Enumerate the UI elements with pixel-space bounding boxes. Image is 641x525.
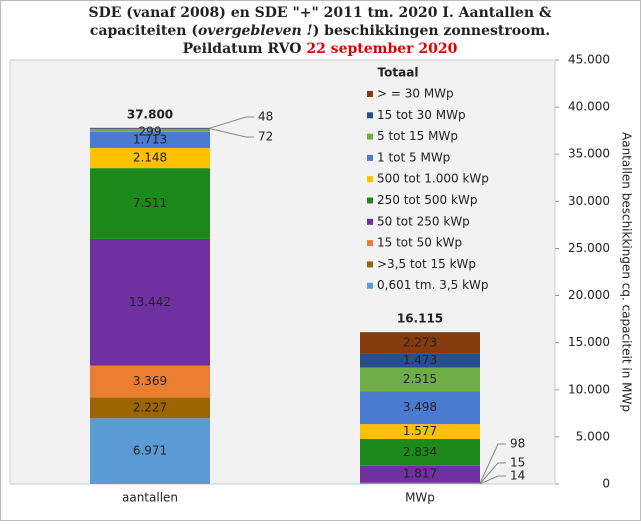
legend-label: >3,5 tot 15 kWp [377, 257, 476, 271]
data-label: 2.148 [133, 151, 167, 165]
data-label: 72 [258, 130, 273, 144]
legend-label: 1 tot 5 MWp [377, 150, 450, 164]
chart-title: Peildatum RVO 22 september 2020 [183, 41, 458, 57]
legend-marker [367, 91, 373, 97]
y-tick-label: 45.000 [568, 53, 610, 67]
data-label: 3.498 [403, 400, 437, 414]
data-label: 6.971 [133, 444, 167, 458]
title-part: Peildatum RVO [183, 41, 307, 57]
legend-marker [367, 176, 373, 182]
bar-segment [90, 128, 210, 129]
legend-marker [367, 155, 373, 161]
legend-marker [367, 240, 373, 246]
x-tick-label: MWp [405, 491, 435, 505]
legend-label: 250 tot 500 kWp [377, 193, 477, 207]
legend-label: > = 30 MWp [377, 87, 454, 101]
data-label: 48 [258, 110, 273, 124]
data-label: 1.473 [403, 353, 437, 367]
data-label: 2.515 [403, 372, 437, 386]
data-label: 13.442 [129, 295, 171, 309]
y-tick-label: 25.000 [568, 241, 610, 255]
legend-marker [367, 219, 373, 225]
data-label: 15 [510, 456, 525, 470]
bar-segment [360, 483, 480, 484]
total-label: 16.115 [397, 312, 443, 326]
y-tick-label: 0 [602, 477, 610, 491]
y-tick-label: 20.000 [568, 288, 610, 302]
chart-title: capaciteiten (overgebleven !) beschikkin… [90, 23, 550, 39]
title-part: 22 september 2020 [306, 41, 457, 57]
chart-title: SDE (vanaf 2008) en SDE "+" 2011 tm. 202… [88, 5, 551, 21]
legend-title: Totaal [378, 66, 419, 80]
y-axis-label: Aantallen beschikkingen cq. capaciteit i… [620, 132, 634, 412]
data-label: 3.369 [133, 374, 167, 388]
legend-marker [367, 261, 373, 267]
total-label: 37.800 [127, 107, 173, 121]
y-tick-label: 30.000 [568, 194, 610, 208]
title-part: capaciteiten ( [90, 23, 198, 39]
title-part: overgebleven ! [198, 23, 313, 39]
legend-marker [367, 112, 373, 118]
legend-label: 0,601 tm. 3,5 kWp [377, 278, 489, 292]
legend-label: 15 tot 50 kWp [377, 236, 462, 250]
data-label: 2.834 [403, 445, 437, 459]
data-label: 1.817 [403, 467, 437, 481]
legend-marker [367, 283, 373, 289]
legend-label: 50 tot 250 kWp [377, 214, 470, 228]
data-label: 2.273 [403, 335, 437, 349]
y-tick-label: 5.000 [576, 429, 610, 443]
legend-marker [367, 198, 373, 204]
legend-label: 500 tot 1.000 kWp [377, 172, 489, 186]
x-tick-label: aantallen [122, 491, 178, 505]
data-label: 7.511 [133, 196, 167, 210]
data-label: 98 [510, 437, 525, 451]
legend-label: 5 tot 15 MWp [377, 129, 458, 143]
y-tick-label: 40.000 [568, 100, 610, 114]
y-tick-label: 10.000 [568, 382, 610, 396]
data-label: 1.577 [403, 424, 437, 438]
legend-label: 15 tot 30 MWp [377, 108, 466, 122]
title-part: ) beschikkingen zonnestroom. [313, 23, 550, 39]
data-label: 2.227 [133, 400, 167, 414]
data-label: 299 [139, 125, 162, 139]
data-label: 14 [510, 469, 525, 483]
y-tick-label: 15.000 [568, 335, 610, 349]
legend-marker [367, 134, 373, 140]
y-tick-label: 35.000 [568, 147, 610, 161]
